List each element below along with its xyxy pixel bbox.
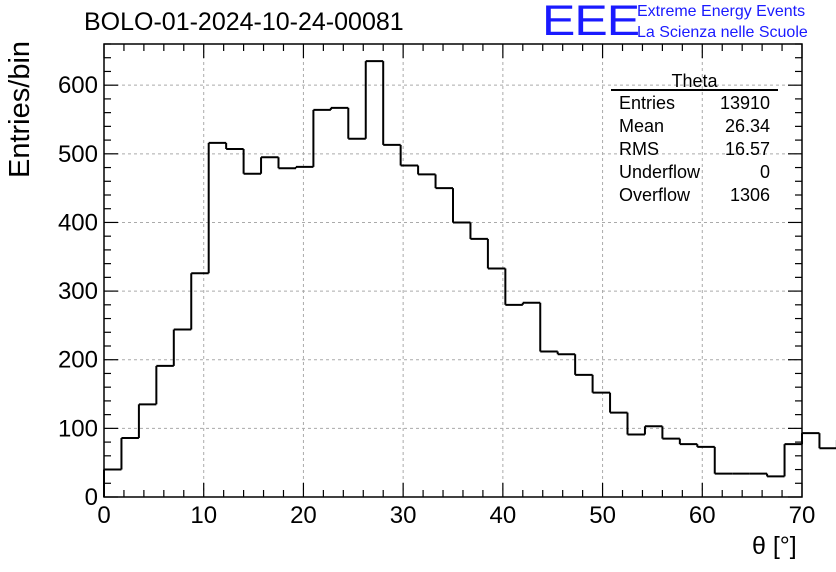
eee-logo: EEE <box>542 0 640 45</box>
x-tick-label: 20 <box>290 502 317 529</box>
x-tick-label: 50 <box>589 502 616 529</box>
histogram-bars <box>103 60 836 497</box>
run-id-title: BOLO-01-2024-10-24-00081 <box>84 8 404 36</box>
stats-box: Theta Entries 13910 Mean 26.34 RMS 16.57… <box>611 72 778 207</box>
stats-row: RMS 16.57 <box>611 138 778 161</box>
stats-value: 1306 <box>729 185 770 205</box>
axis-ticks <box>103 43 803 498</box>
stats-box-divider <box>611 89 778 91</box>
y-tick-label: 300 <box>58 278 98 305</box>
org-name-line1: Extreme Energy Events <box>637 3 806 20</box>
stats-value: 0 <box>759 162 770 182</box>
stats-label: Overflow <box>619 185 691 205</box>
stats-value: 26.34 <box>724 116 770 136</box>
x-tick-label: 10 <box>190 502 217 529</box>
tick-labels: 0 10 20 30 40 50 60 70 0 100 200 300 400 500 600 <box>58 72 815 529</box>
y-tick-label: 0 <box>85 484 98 511</box>
stats-row: Overflow 1306 <box>611 184 778 207</box>
y-axis-label: Entries/bin <box>4 40 36 178</box>
stats-row: Mean 26.34 <box>611 115 778 138</box>
y-tick-label: 400 <box>58 209 98 236</box>
y-tick-label: 500 <box>58 141 98 168</box>
x-axis-label: θ [°] <box>752 532 797 560</box>
plot-frame <box>103 43 803 498</box>
plot-frame-rect <box>103 43 803 498</box>
stats-label: Mean <box>619 116 665 136</box>
stats-box-title: Theta <box>671 71 718 91</box>
y-tick-label: 100 <box>58 415 98 442</box>
stats-value: 13910 <box>719 93 770 113</box>
stats-label: Entries <box>619 93 676 113</box>
stats-value: 16.57 <box>724 139 770 159</box>
stats-row: Underflow 0 <box>611 161 778 184</box>
x-tick-label: 0 <box>97 502 110 529</box>
y-tick-label: 200 <box>58 347 98 374</box>
stats-label: RMS <box>619 139 659 159</box>
stats-label: Underflow <box>619 162 701 182</box>
stats-row: Entries 13910 <box>611 92 778 115</box>
x-tick-label: 40 <box>490 502 517 529</box>
x-tick-label: 60 <box>689 502 716 529</box>
x-tick-label: 30 <box>390 502 417 529</box>
org-name-line2: La Scienza nelle Scuole <box>637 24 808 41</box>
x-tick-label: 70 <box>789 502 816 529</box>
y-tick-label: 600 <box>58 72 98 99</box>
